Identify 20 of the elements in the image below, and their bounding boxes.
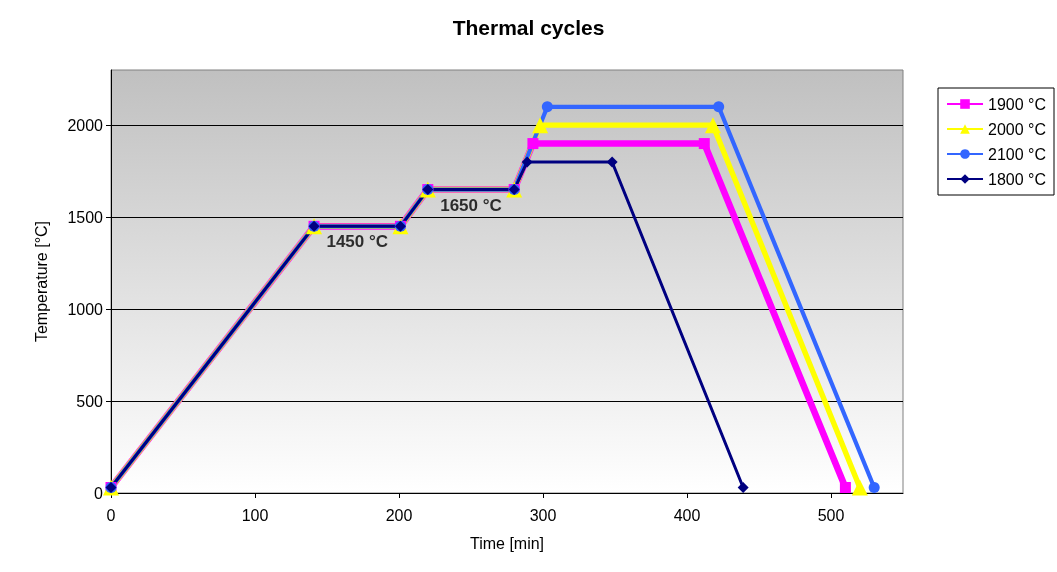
annotation: 1450 °C (326, 232, 389, 252)
x-tick-label: 500 (817, 506, 845, 524)
x-tick-label: 300 (529, 506, 557, 524)
x-tick-label: 200 (385, 506, 413, 524)
chart-title: Thermal cycles (452, 16, 605, 39)
x-tick-label: 100 (241, 506, 269, 524)
y-tick-label: 500 (76, 392, 104, 410)
legend-label: 2100 °C (988, 145, 1047, 163)
legend-label: 1800 °C (988, 170, 1047, 188)
y-tick-label: 1500 (67, 208, 104, 226)
x-axis-title: Time [min] (469, 534, 545, 552)
y-axis-title: Temperature [°C] (32, 220, 50, 343)
y-tick-label: 0 (94, 484, 104, 502)
y-tick-label: 2000 (67, 116, 104, 134)
legend-label: 2000 °C (988, 120, 1047, 138)
y-tick-label: 1000 (67, 300, 104, 318)
annotation: 1650 °C (440, 195, 502, 215)
x-tick-label: 0 (106, 506, 116, 524)
x-tick-label: 400 (673, 506, 701, 524)
legend-label: 1900 °C (988, 95, 1047, 113)
